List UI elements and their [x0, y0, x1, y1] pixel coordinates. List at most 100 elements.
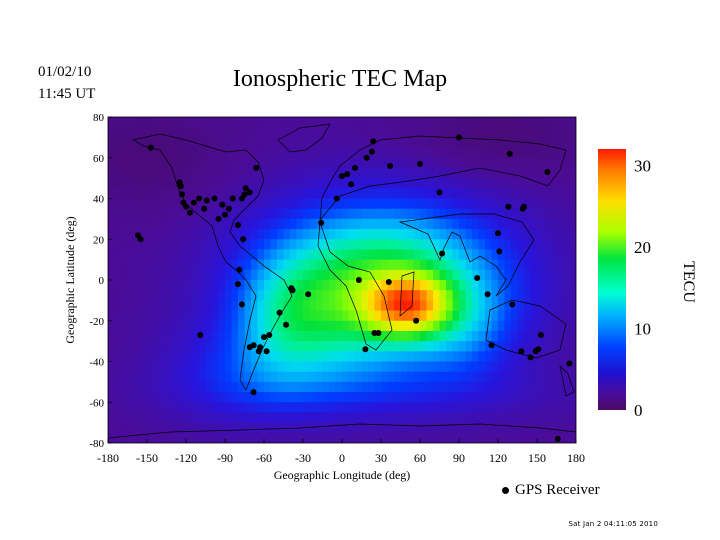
heatmap-cell	[277, 167, 285, 179]
heatmap-cell	[335, 330, 343, 342]
heatmap-cell	[420, 147, 428, 159]
heatmap-cell	[472, 198, 480, 210]
heatmap-cell	[238, 229, 246, 240]
heatmap-cell	[205, 259, 213, 271]
heatmap-cell	[530, 178, 538, 189]
gps-receiver-point	[305, 291, 312, 298]
heatmap-cell	[335, 249, 343, 261]
heatmap-cell	[179, 137, 187, 149]
heatmap-cell	[556, 137, 564, 149]
heatmap-cell	[238, 127, 246, 138]
heatmap-cell	[212, 310, 220, 322]
heatmap-cell	[199, 229, 207, 240]
heatmap-cell	[192, 351, 200, 363]
x-axis-label: Geographic Longitude (deg)	[274, 468, 411, 482]
heatmap-cell	[569, 147, 576, 159]
gps-receiver-point	[219, 201, 226, 208]
heatmap-cell	[348, 269, 356, 281]
heatmap-cell	[348, 280, 356, 291]
heatmap-cell	[160, 147, 168, 159]
heatmap-cell	[277, 259, 285, 271]
heatmap-cell	[374, 127, 382, 138]
heatmap-cell	[439, 361, 447, 373]
heatmap-cell	[452, 280, 460, 291]
heatmap-cell	[296, 402, 304, 414]
heatmap-cell	[173, 371, 181, 383]
heatmap-cell	[147, 341, 155, 352]
heatmap-cell	[127, 402, 135, 414]
heatmap-cell	[387, 371, 395, 383]
heatmap-cell	[127, 269, 135, 281]
heatmap-cell	[465, 300, 473, 312]
heatmap-cell	[387, 422, 395, 434]
heatmap-cell	[147, 229, 155, 240]
heatmap-cell	[511, 361, 519, 373]
heatmap-cell	[420, 127, 428, 138]
x-tick-label: -30	[295, 451, 311, 465]
heatmap-cell	[342, 249, 350, 261]
heatmap-cell	[166, 229, 174, 240]
heatmap-cell	[381, 422, 389, 434]
heatmap-cell	[153, 239, 161, 251]
heatmap-cell	[192, 361, 200, 373]
heatmap-cell	[407, 218, 415, 230]
heatmap-cell	[439, 147, 447, 159]
heatmap-cell	[322, 249, 330, 261]
heatmap-cell	[114, 381, 122, 393]
heatmap-cell	[452, 229, 460, 240]
heatmap-cell	[160, 167, 168, 179]
heatmap-cell	[504, 157, 512, 169]
heatmap-cell	[335, 117, 343, 128]
heatmap-cell	[108, 249, 116, 261]
heatmap-cell	[472, 351, 480, 363]
heatmap-cell	[316, 239, 324, 251]
heatmap-cell	[465, 371, 473, 383]
heatmap-cell	[277, 208, 285, 220]
heatmap-cell	[400, 218, 408, 230]
heatmap-cell	[420, 371, 428, 383]
heatmap-cell	[361, 300, 369, 312]
heatmap-cell	[342, 157, 350, 169]
heatmap-cell	[361, 208, 369, 220]
heatmap-cell	[147, 320, 155, 332]
heatmap-cell	[556, 269, 564, 281]
heatmap-cell	[478, 259, 486, 271]
heatmap-cell	[134, 259, 142, 271]
heatmap-cell	[556, 422, 564, 434]
heatmap-cell	[186, 381, 194, 393]
heatmap-cell	[290, 392, 298, 403]
heatmap-cell	[153, 208, 161, 220]
gps-receiver-point	[495, 230, 501, 237]
heatmap-cell	[244, 310, 252, 322]
heatmap-cell	[394, 218, 402, 230]
heatmap-cell	[303, 320, 311, 332]
heatmap-cell	[212, 371, 220, 383]
heatmap-cell	[517, 157, 525, 169]
y-tick-label: 80	[93, 112, 105, 124]
heatmap-cell	[569, 239, 576, 251]
heatmap-cell	[387, 208, 395, 220]
heatmap-cell	[322, 157, 330, 169]
heatmap-cell	[218, 341, 226, 352]
heatmap-cell	[342, 188, 350, 200]
heatmap-cell	[147, 412, 155, 424]
heatmap-cell	[550, 167, 558, 179]
heatmap-cell	[491, 320, 499, 332]
heatmap-cell	[309, 117, 317, 128]
heatmap-cell	[160, 412, 168, 424]
gps-receiver-point	[201, 205, 208, 212]
heatmap-cell	[290, 412, 298, 424]
heatmap-cell	[433, 300, 441, 312]
heatmap-cell	[511, 432, 519, 443]
heatmap-cell	[199, 188, 207, 200]
y-tick-label: 20	[93, 234, 105, 246]
heatmap-cell	[205, 341, 213, 352]
heatmap-cell	[270, 341, 278, 352]
heatmap-cell	[413, 117, 421, 128]
heatmap-cell	[537, 381, 545, 393]
heatmap-cell	[407, 147, 415, 159]
heatmap-cell	[329, 290, 337, 301]
heatmap-cell	[348, 157, 356, 169]
heatmap-cell	[517, 269, 525, 281]
heatmap-cell	[270, 137, 278, 149]
